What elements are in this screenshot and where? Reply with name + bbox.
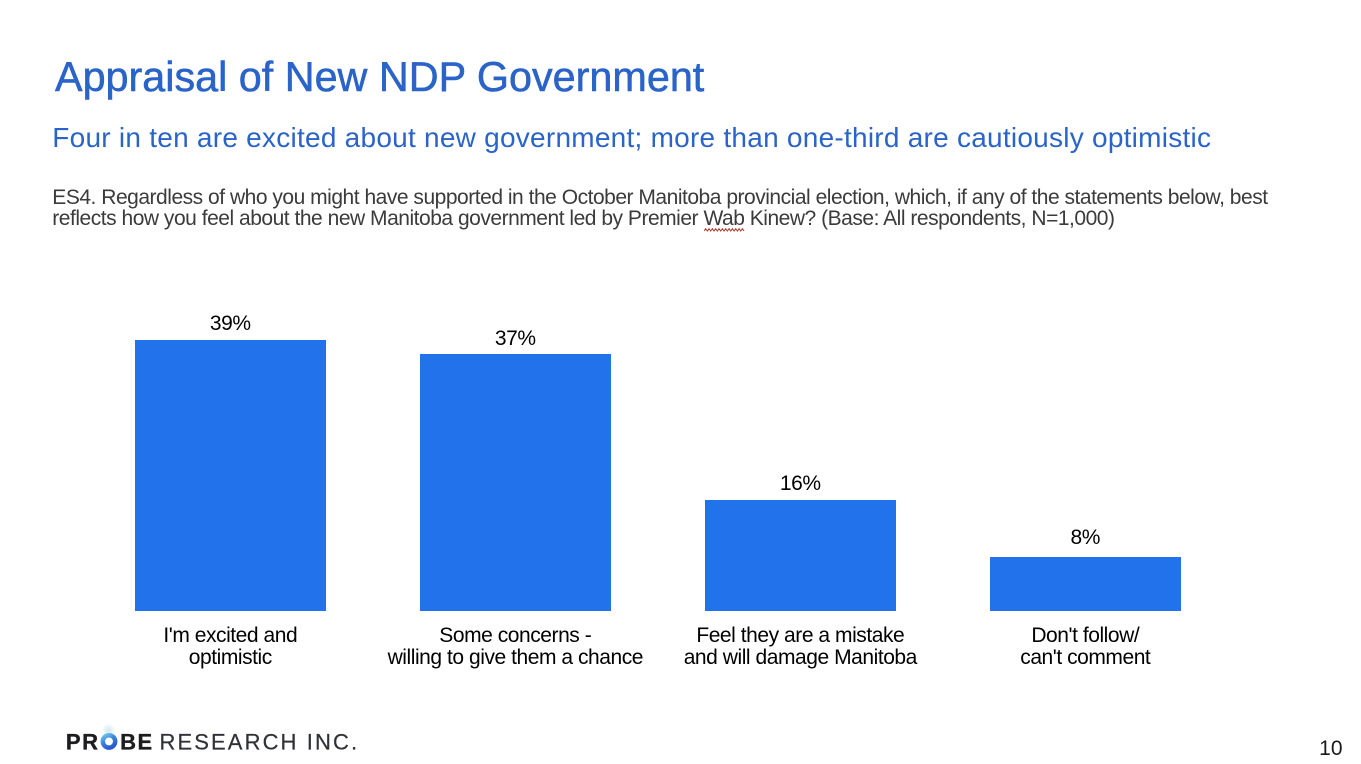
- svg-text:RESEARCH INC.: RESEARCH INC.: [160, 729, 360, 754]
- svg-text:PR: PR: [66, 729, 100, 754]
- svg-text:BE: BE: [120, 729, 154, 754]
